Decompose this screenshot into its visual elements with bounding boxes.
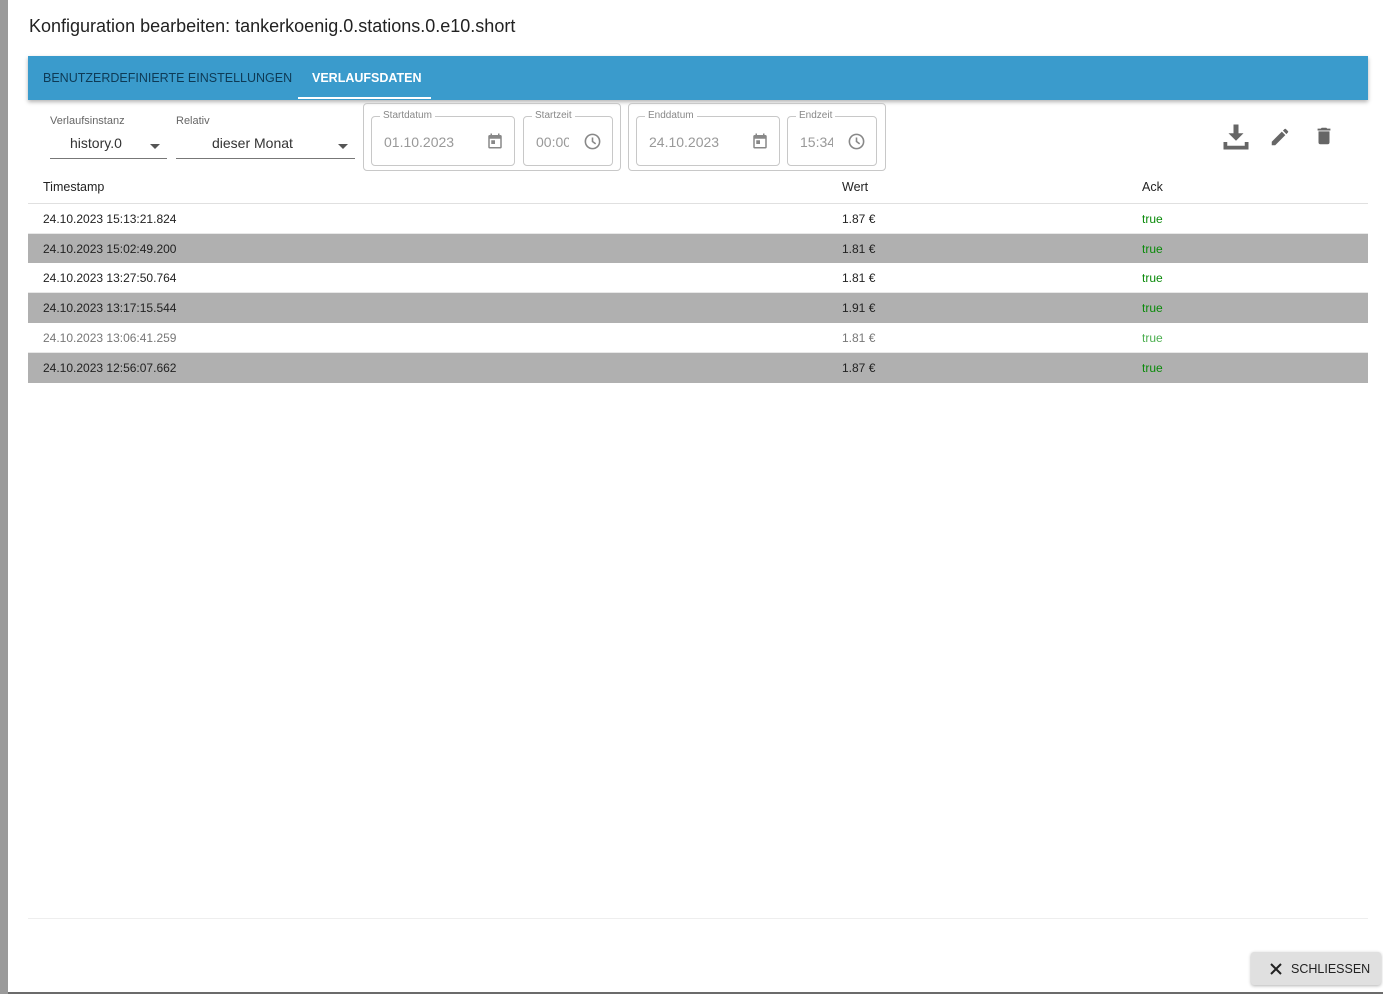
time-input[interactable]: Endzeit 15:34 xyxy=(787,110,877,166)
input-label: Startzeit xyxy=(532,110,575,121)
ack-cell: true xyxy=(1142,212,1163,226)
ack-cell: true xyxy=(1142,330,1163,345)
time-input[interactable]: Startzeit 00:00 xyxy=(523,110,613,166)
clock-icon xyxy=(848,133,865,150)
dropdown-icon xyxy=(150,144,160,149)
cell: 24.10.2023 12:56:07.662 xyxy=(43,360,177,375)
ack-cell: true xyxy=(1142,360,1163,375)
tab-bar: BENUTZERDEFINIERTE EINSTELLUNGEN VERLAUF… xyxy=(28,56,1368,100)
cell: 1.81 € xyxy=(842,271,876,286)
edit-button[interactable] xyxy=(1269,126,1291,148)
clock-icon xyxy=(584,133,601,150)
table-row: 24.10.2023 13:17:15.544 1.91 € true xyxy=(28,293,1368,324)
input-label: Endzeit xyxy=(796,110,836,121)
tab-indicator xyxy=(298,97,431,99)
field-label: Relativ xyxy=(176,115,210,127)
dialog-title: Konfiguration bearbeiten: tankerkoenig.0… xyxy=(29,16,516,36)
date-group xyxy=(628,103,886,171)
table-header: Timestamp Wert Ack xyxy=(28,178,1368,198)
calendar-icon xyxy=(753,133,767,149)
column-header: Ack xyxy=(1142,180,1163,194)
cell: 1.87 € xyxy=(842,360,876,375)
dropdown-icon xyxy=(338,144,348,149)
close-button[interactable]: SCHLIESSEN xyxy=(1251,952,1381,985)
select[interactable]: history.0 xyxy=(50,134,167,159)
delete-button[interactable] xyxy=(1313,125,1335,147)
input-label: Enddatum xyxy=(645,110,697,121)
cell: 24.10.2023 13:06:41.259 xyxy=(43,330,177,345)
input-value: 00:00 xyxy=(536,134,569,150)
dialog: Konfiguration bearbeiten: tankerkoenig.0… xyxy=(8,0,1383,992)
select-value: dieser Monat xyxy=(212,135,293,151)
date-group xyxy=(363,103,621,171)
date-input[interactable]: Enddatum 24.10.2023 xyxy=(636,110,780,166)
table-row: 24.10.2023 13:06:41.259 1.81 € true xyxy=(28,322,1368,353)
input-value: 15:34 xyxy=(800,134,833,150)
table-row: 24.10.2023 15:13:21.824 1.87 € true xyxy=(28,204,1368,234)
calendar-icon xyxy=(488,133,502,149)
table-row: 24.10.2023 15:02:49.200 1.81 € true xyxy=(28,233,1368,264)
date-input[interactable]: Startdatum 01.10.2023 xyxy=(371,110,515,166)
table-row: 24.10.2023 12:56:07.662 1.87 € true xyxy=(28,352,1368,383)
header-divider xyxy=(28,203,1368,204)
field-label: Verlaufsinstanz xyxy=(50,115,125,127)
cell: 24.10.2023 15:13:21.824 xyxy=(43,212,177,226)
tab[interactable]: BENUTZERDEFINIERTE EINSTELLUNGEN xyxy=(43,71,293,85)
close-icon xyxy=(1270,963,1282,975)
cell: 24.10.2023 13:27:50.764 xyxy=(43,271,177,286)
column-header: Wert xyxy=(842,180,869,194)
ack-cell: true xyxy=(1142,271,1163,286)
select[interactable]: dieser Monat xyxy=(176,134,355,159)
cell: 1.81 € xyxy=(842,330,876,345)
table-row: 24.10.2023 13:27:50.764 1.81 € true xyxy=(28,263,1368,294)
select-value: history.0 xyxy=(70,135,122,151)
ack-cell: true xyxy=(1142,241,1163,256)
download-button[interactable] xyxy=(1221,122,1251,152)
input-value: 24.10.2023 xyxy=(649,134,720,150)
column-header: Timestamp xyxy=(43,180,105,194)
divider xyxy=(28,918,1368,919)
cell: 1.91 € xyxy=(842,301,876,316)
backdrop xyxy=(0,0,8,994)
cell: 1.87 € xyxy=(842,212,876,226)
tab-active[interactable]: VERLAUFSDATEN xyxy=(312,71,422,85)
cell: 1.81 € xyxy=(842,241,876,256)
cell: 24.10.2023 15:02:49.200 xyxy=(43,241,177,256)
button-label: SCHLIESSEN xyxy=(1291,962,1371,976)
cell: 24.10.2023 13:17:15.544 xyxy=(43,301,177,316)
ack-cell: true xyxy=(1142,301,1163,316)
input-value: 01.10.2023 xyxy=(384,134,455,150)
input-label: Startdatum xyxy=(380,110,435,121)
